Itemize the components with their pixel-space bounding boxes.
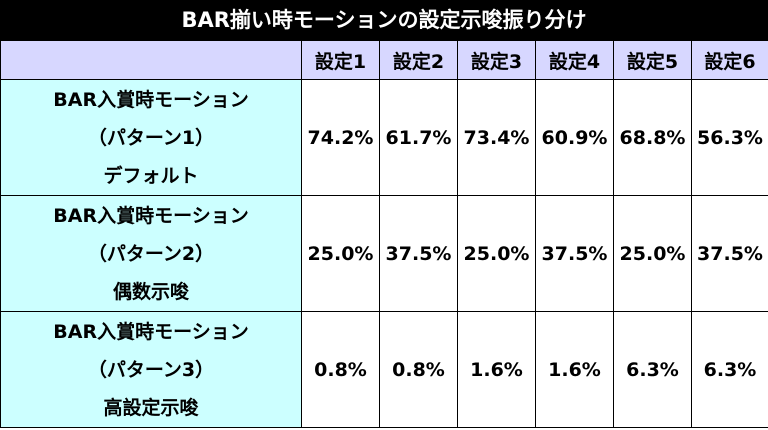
table-row-pattern-2: BAR入賞時モーション （パターン2） 偶数示唆 25.0% 37.5% 25.… <box>0 195 768 312</box>
value-cell: 1.6% <box>535 311 614 428</box>
row-label-pattern-1: BAR入賞時モーション （パターン1） デフォルト <box>0 79 302 196</box>
value-cell: 73.4% <box>457 79 536 196</box>
value-cell: 6.3% <box>691 311 768 428</box>
column-header-setting-3: 設定3 <box>457 40 536 80</box>
value-cell: 25.0% <box>613 195 692 312</box>
table-title: BAR揃い時モーションの設定示唆振り分け <box>0 0 768 40</box>
value-cell: 37.5% <box>535 195 614 312</box>
row-label-pattern-2: BAR入賞時モーション （パターン2） 偶数示唆 <box>0 195 302 312</box>
column-header-setting-5: 設定5 <box>613 40 692 80</box>
row-label-line: デフォルト <box>103 164 199 187</box>
table-row-pattern-1: BAR入賞時モーション （パターン1） デフォルト 74.2% 61.7% 73… <box>0 79 768 196</box>
value-cell: 56.3% <box>691 79 768 196</box>
value-cell: 61.7% <box>379 79 458 196</box>
row-label-line: BAR入賞時モーション <box>53 204 249 227</box>
row-label-line: 高設定示唆 <box>103 396 199 419</box>
value-cell: 74.2% <box>301 79 380 196</box>
table-row-pattern-3: BAR入賞時モーション （パターン3） 高設定示唆 0.8% 0.8% 1.6%… <box>0 311 768 428</box>
value-cell: 37.5% <box>691 195 768 312</box>
value-cell: 68.8% <box>613 79 692 196</box>
value-cell: 0.8% <box>379 311 458 428</box>
column-header-setting-1: 設定1 <box>301 40 380 80</box>
setting-table: 設定1 設定2 設定3 設定4 設定5 設定6 BAR入賞時モーション （パター… <box>0 40 768 428</box>
value-cell: 6.3% <box>613 311 692 428</box>
row-label-line: （パターン1） <box>87 126 215 149</box>
row-label-line: BAR入賞時モーション <box>53 88 249 111</box>
value-cell: 25.0% <box>457 195 536 312</box>
row-label-line: （パターン3） <box>87 358 215 381</box>
value-cell: 60.9% <box>535 79 614 196</box>
row-label-line: （パターン2） <box>87 242 215 265</box>
value-cell: 0.8% <box>301 311 380 428</box>
row-label-pattern-3: BAR入賞時モーション （パターン3） 高設定示唆 <box>0 311 302 428</box>
header-row: 設定1 設定2 設定3 設定4 設定5 設定6 <box>0 40 768 80</box>
value-cell: 1.6% <box>457 311 536 428</box>
row-label-line: BAR入賞時モーション <box>53 320 249 343</box>
column-header-setting-6: 設定6 <box>691 40 768 80</box>
column-header-setting-2: 設定2 <box>379 40 458 80</box>
column-header-setting-4: 設定4 <box>535 40 614 80</box>
row-label-line: 偶数示唆 <box>112 280 189 303</box>
value-cell: 25.0% <box>301 195 380 312</box>
value-cell: 37.5% <box>379 195 458 312</box>
corner-cell <box>0 40 302 80</box>
